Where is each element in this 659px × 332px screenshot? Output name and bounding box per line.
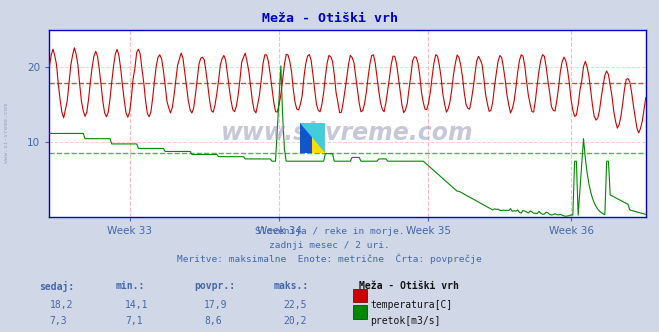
- Text: 17,9: 17,9: [204, 300, 228, 310]
- Text: temperatura[C]: temperatura[C]: [370, 300, 453, 310]
- Text: zadnji mesec / 2 uri.: zadnji mesec / 2 uri.: [269, 241, 390, 250]
- Text: povpr.:: povpr.:: [194, 281, 235, 290]
- Text: Meža - Otiški vrh: Meža - Otiški vrh: [359, 281, 459, 290]
- Text: maks.:: maks.:: [273, 281, 308, 290]
- Text: 14,1: 14,1: [125, 300, 149, 310]
- Text: 20,2: 20,2: [283, 316, 307, 326]
- Text: www.si-vreme.com: www.si-vreme.com: [4, 103, 9, 163]
- Text: Slovenija / reke in morje.: Slovenija / reke in morje.: [255, 227, 404, 236]
- Bar: [312, 123, 325, 153]
- Text: 7,1: 7,1: [125, 316, 143, 326]
- Text: 18,2: 18,2: [49, 300, 73, 310]
- Text: sedaj:: sedaj:: [40, 281, 74, 291]
- Text: min.:: min.:: [115, 281, 145, 290]
- Text: 22,5: 22,5: [283, 300, 307, 310]
- Text: pretok[m3/s]: pretok[m3/s]: [370, 316, 441, 326]
- Bar: [300, 123, 312, 153]
- Text: 8,6: 8,6: [204, 316, 222, 326]
- Text: Meža - Otiški vrh: Meža - Otiški vrh: [262, 12, 397, 25]
- Text: www.si-vreme.com: www.si-vreme.com: [221, 121, 474, 145]
- Text: 7,3: 7,3: [49, 316, 67, 326]
- Text: Meritve: maksimalne  Enote: metrične  Črta: povprečje: Meritve: maksimalne Enote: metrične Črta…: [177, 254, 482, 265]
- PathPatch shape: [300, 123, 325, 153]
